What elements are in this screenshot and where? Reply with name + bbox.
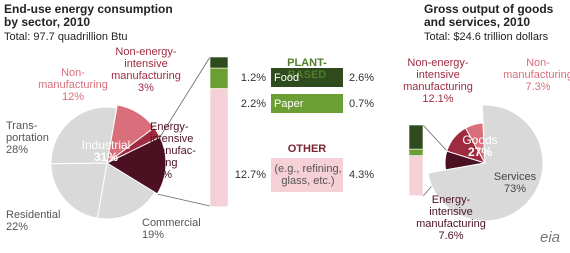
slice-name: Trans- portation xyxy=(6,120,49,144)
slice-name: Commercial xyxy=(142,217,201,229)
chart-subtitle: Total: $24.6 trillion dollars xyxy=(424,31,549,43)
connector xyxy=(159,56,211,138)
slice-value: 7.6% xyxy=(438,230,464,242)
slice-value: 28% xyxy=(6,144,29,156)
value-label: 2.2% xyxy=(232,98,266,110)
slice-label: Non-energy- intensive manufacturing 3% xyxy=(108,46,184,94)
slice-value: 16% xyxy=(150,169,173,181)
bar-segment xyxy=(209,67,229,89)
group-value: 27% xyxy=(467,145,493,159)
value-text: 2.2% xyxy=(240,97,266,110)
connector xyxy=(422,124,448,152)
group-header: PLANT-BASED xyxy=(271,57,343,81)
legend-box xyxy=(271,158,343,192)
logo: eia xyxy=(540,229,561,246)
chart-title: Gross output of goods and services, 2010 xyxy=(424,2,554,29)
bar-segment xyxy=(209,56,229,69)
series-name: (e.g., refining, glass, etc.) xyxy=(274,163,342,187)
group-name: OTHER xyxy=(287,143,327,155)
slice-value: 12.1% xyxy=(422,93,454,105)
pie-slice xyxy=(96,162,156,220)
value-text: 0.7% xyxy=(349,97,375,110)
legend-name: Paper xyxy=(274,98,342,110)
chart-subtitle: Total: 97.7 quadrillion Btu xyxy=(4,31,128,43)
slice-label: Trans- portation 28% xyxy=(6,120,66,156)
slice-value: 3% xyxy=(138,82,154,94)
bar-segment xyxy=(209,88,229,208)
connector xyxy=(156,193,211,207)
slice-label: Commercial 19% xyxy=(142,217,202,241)
slice-label: Non- manufacturing 7.3% xyxy=(500,57,570,93)
slice-value: 19% xyxy=(142,229,165,241)
series-name: Food xyxy=(274,72,300,84)
group-name: Industrial xyxy=(81,138,131,152)
group-header: OTHER xyxy=(271,143,343,155)
slice-value: 7.3% xyxy=(525,81,551,93)
value-text: 2.6% xyxy=(349,71,375,84)
bar-segment xyxy=(408,155,424,196)
pie-slice xyxy=(50,162,108,219)
group-name: PLANT-BASED xyxy=(287,57,327,81)
bar-segment xyxy=(408,124,424,150)
slice-name: Services xyxy=(493,171,537,183)
pie-slice xyxy=(50,106,118,165)
group-label: Goods 27% xyxy=(450,134,510,158)
slice-label: Services 73% xyxy=(480,171,550,195)
chart-title: End-use energy consumption by sector, 20… xyxy=(4,2,173,29)
slice-name: Non- manufacturing xyxy=(38,67,108,91)
value-text: 1.2% xyxy=(240,71,266,84)
bar-segment xyxy=(408,148,424,156)
value-label: 4.3% xyxy=(349,169,383,181)
slice-name: Energy- intensive manufacturing xyxy=(416,194,486,230)
legend-box xyxy=(271,68,343,87)
slice-label: Energy- intensive manufacturing 7.6% xyxy=(406,194,496,242)
value-text: 12.7% xyxy=(234,169,266,181)
slice-label: Non- manufacturing 12% xyxy=(38,67,108,103)
slice-name: Residential xyxy=(6,209,61,221)
slice-label: Non-energy-intensive manufacturing 12.1% xyxy=(390,57,486,105)
value-label: 12.7% xyxy=(232,169,266,181)
slice-name: Non- manufacturing xyxy=(503,57,570,81)
value-label: 1.2% xyxy=(232,72,266,84)
pie-slice xyxy=(105,136,167,195)
value-text: 4.3% xyxy=(349,169,375,181)
value-label: 0.7% xyxy=(349,98,383,110)
slice-label: Energy- intensive manufac- turing 16% xyxy=(150,121,210,181)
pie-slice xyxy=(427,104,544,222)
slice-name: Energy- intensive manufac- turing xyxy=(150,121,196,169)
slice-label: Residential 22% xyxy=(6,209,66,233)
legend-name: Food xyxy=(274,72,342,84)
value-label: 2.6% xyxy=(349,72,383,84)
slice-value: 73% xyxy=(503,183,527,195)
group-name: Goods xyxy=(462,133,498,147)
slice-value: 22% xyxy=(6,221,29,233)
legend-name: (e.g., refining, glass, etc.) xyxy=(274,163,342,187)
legend-box xyxy=(271,94,343,113)
slice-name: Non-energy-intensive manufacturing xyxy=(403,57,473,93)
slice-value: 12% xyxy=(61,91,85,103)
group-label: Industrial 31% xyxy=(72,139,140,163)
series-name: Paper xyxy=(274,98,304,110)
group-value: 31% xyxy=(93,150,119,164)
slice-name: Non-energy- intensive manufacturing xyxy=(111,46,181,82)
